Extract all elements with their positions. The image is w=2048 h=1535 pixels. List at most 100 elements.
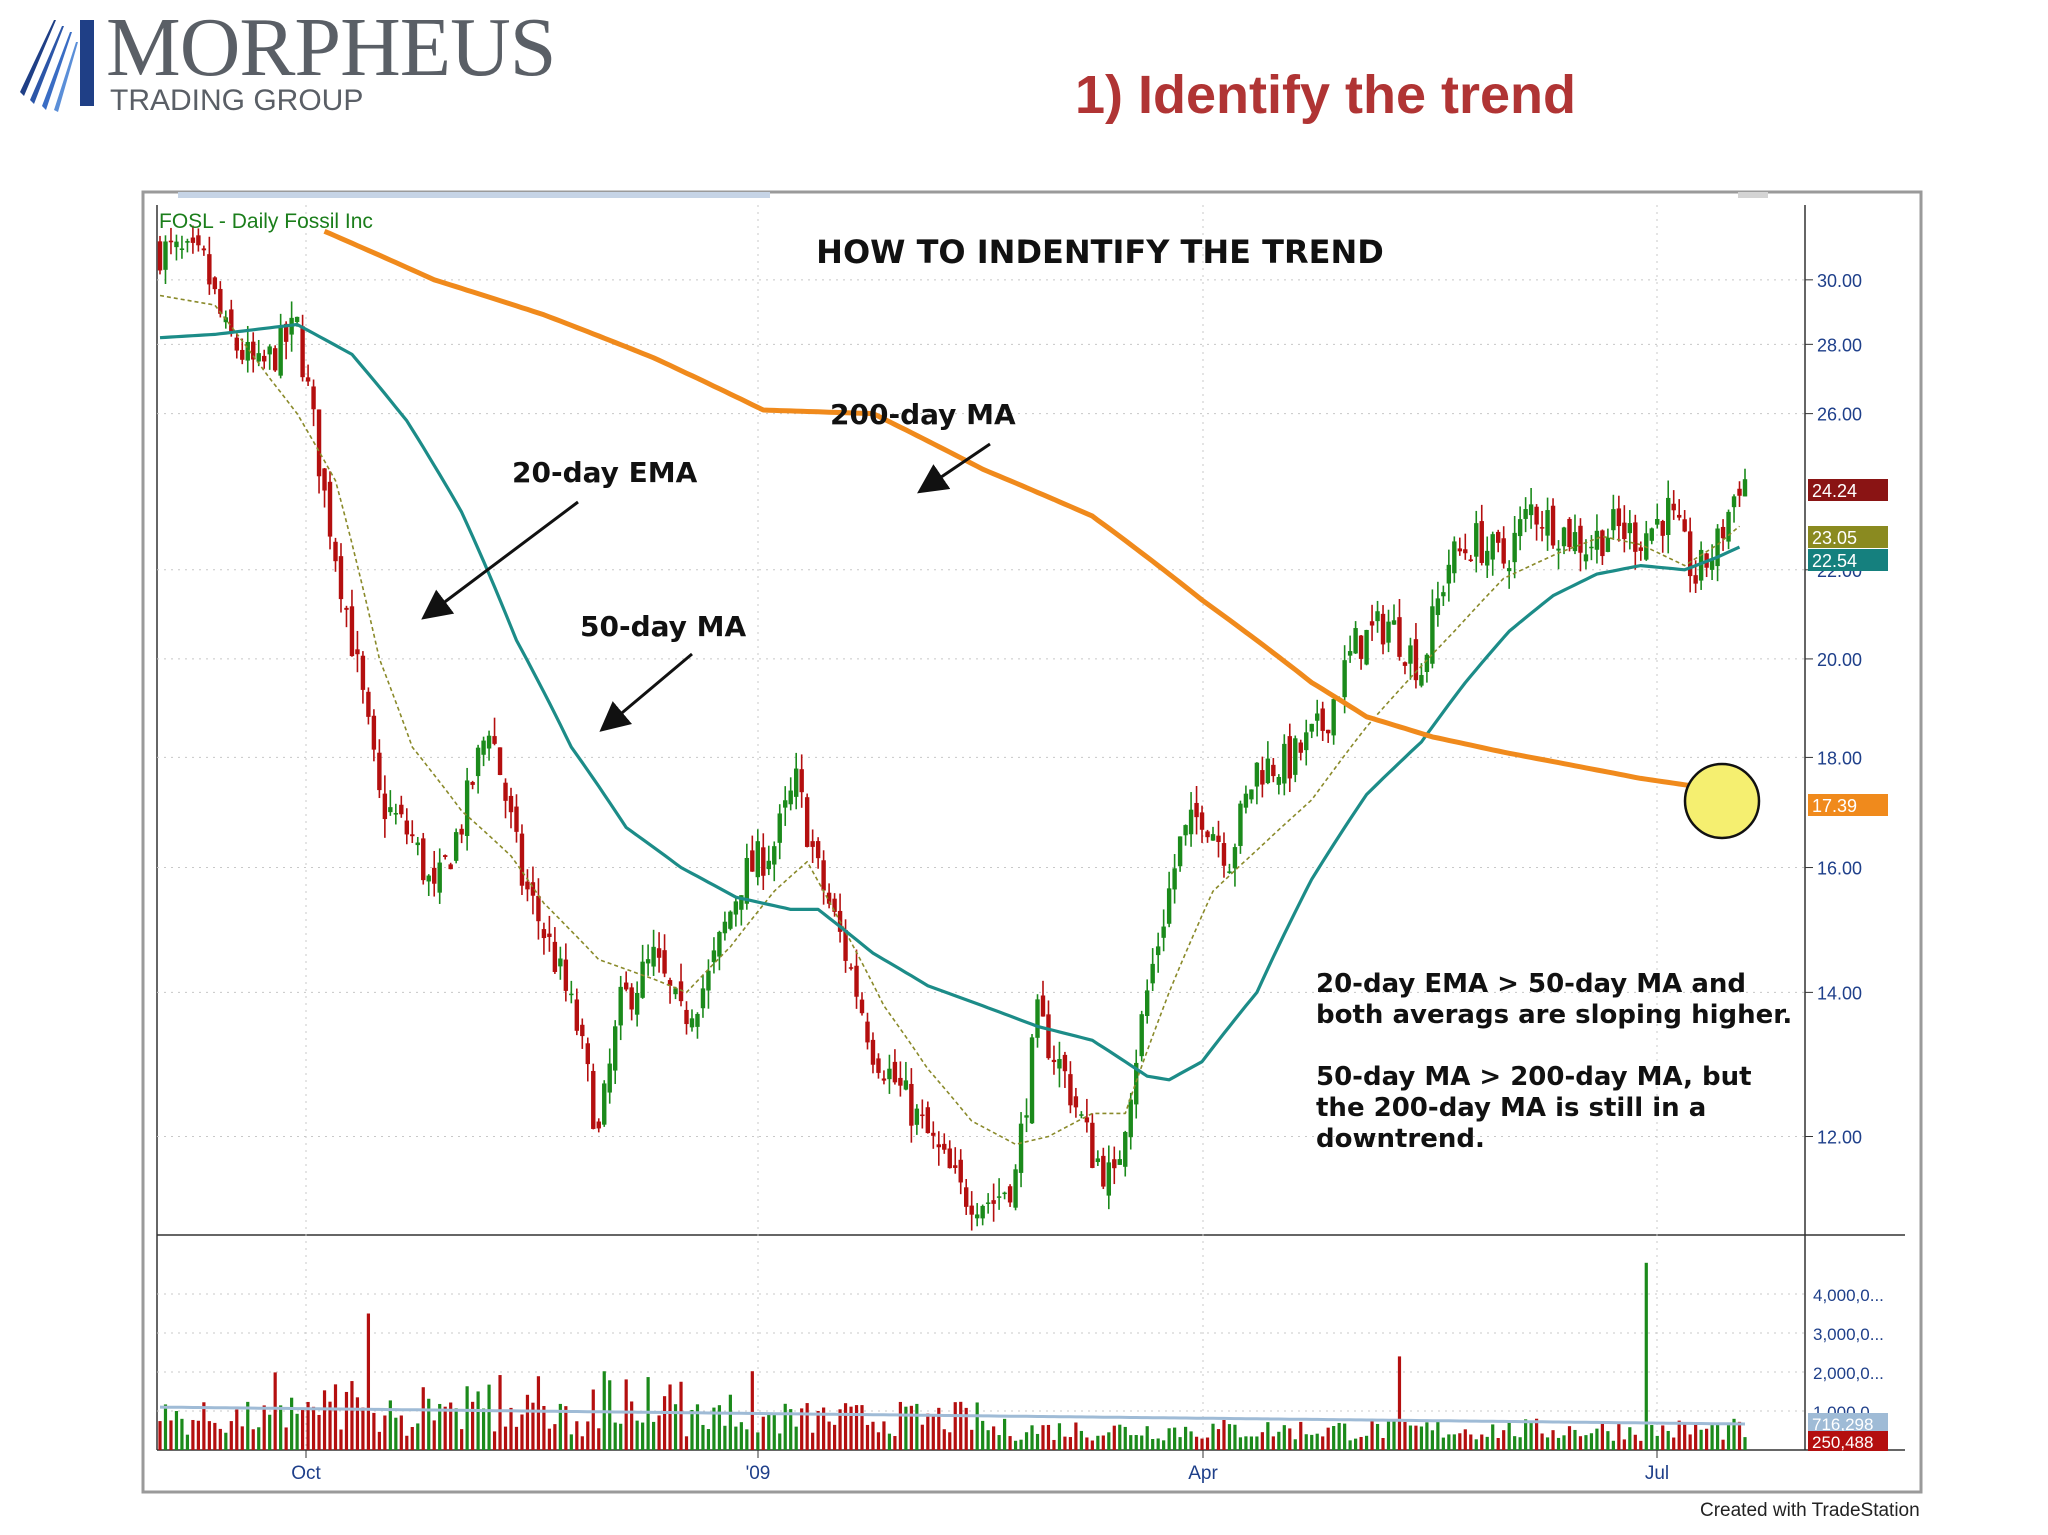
candle-body bbox=[410, 834, 415, 837]
y-tick-label: 14.00 bbox=[1817, 983, 1862, 1003]
y-tick-label: 30.00 bbox=[1817, 271, 1862, 291]
candle-body bbox=[245, 341, 250, 361]
candle-body bbox=[1199, 812, 1205, 830]
volume-bar bbox=[1140, 1435, 1144, 1450]
candle-body bbox=[656, 948, 662, 958]
volume-bar bbox=[783, 1403, 787, 1450]
volume-bar bbox=[822, 1407, 826, 1450]
candle-body bbox=[1287, 736, 1292, 779]
volume-bar bbox=[630, 1401, 634, 1450]
candle-body bbox=[437, 862, 442, 893]
candle-body bbox=[689, 1018, 695, 1028]
candle-body bbox=[185, 241, 190, 243]
candle-body bbox=[1567, 518, 1572, 547]
candle-body bbox=[503, 782, 508, 801]
volume-bar bbox=[503, 1426, 508, 1450]
candle-body bbox=[1155, 946, 1161, 956]
volume-bar bbox=[1375, 1423, 1380, 1450]
candle-body bbox=[1079, 1114, 1084, 1116]
volume-tag-label: 716,298 bbox=[1812, 1415, 1873, 1434]
price-tag-label: 24.24 bbox=[1812, 481, 1857, 501]
candle-body bbox=[1457, 548, 1463, 552]
volume-bar bbox=[1057, 1423, 1062, 1450]
candle-body bbox=[700, 988, 706, 1009]
volume-bar bbox=[1721, 1439, 1725, 1450]
volume-bar bbox=[734, 1426, 738, 1450]
candle-body bbox=[432, 867, 437, 884]
volume-bar bbox=[1332, 1426, 1336, 1450]
volume-bar bbox=[1173, 1427, 1177, 1450]
candle-body bbox=[1364, 629, 1369, 665]
x-tick-label: Jul bbox=[1645, 1463, 1669, 1484]
candle-body bbox=[733, 901, 739, 915]
volume-bars bbox=[158, 1262, 1747, 1450]
candle-body bbox=[207, 254, 212, 285]
volume-bar bbox=[981, 1420, 985, 1450]
volume-bar bbox=[399, 1415, 403, 1450]
candle-body bbox=[1073, 1096, 1079, 1108]
candle-body bbox=[569, 993, 574, 996]
candle-body bbox=[1687, 531, 1693, 577]
volume-bar bbox=[185, 1434, 190, 1450]
candle-body bbox=[711, 950, 717, 963]
candle-body bbox=[722, 921, 728, 934]
volume-bar bbox=[1030, 1425, 1034, 1450]
candle-body bbox=[497, 747, 503, 776]
volume-bar bbox=[366, 1313, 371, 1450]
candle-body bbox=[1249, 789, 1254, 800]
volume-bar bbox=[1194, 1436, 1199, 1450]
volume-bar bbox=[344, 1391, 349, 1450]
volume-bar bbox=[997, 1435, 1001, 1450]
volume-tick-label: 4,000,0... bbox=[1813, 1286, 1884, 1305]
volume-bar bbox=[509, 1407, 513, 1450]
candle-body bbox=[1517, 519, 1523, 537]
candle-body bbox=[1698, 549, 1704, 581]
candle-body bbox=[947, 1148, 952, 1169]
price-tag-box bbox=[1808, 479, 1888, 501]
volume-bar bbox=[701, 1424, 705, 1450]
candle-body bbox=[530, 882, 536, 896]
candle-body bbox=[1496, 531, 1501, 543]
candle-body bbox=[1397, 617, 1402, 657]
volume-bar bbox=[300, 1408, 305, 1450]
volume-bar bbox=[767, 1414, 771, 1450]
volume-bar bbox=[1611, 1440, 1615, 1450]
volume-tick-label: 3,000,0... bbox=[1813, 1325, 1884, 1344]
candle-body bbox=[1408, 645, 1413, 664]
candle-body bbox=[453, 832, 459, 861]
candle-body bbox=[196, 235, 201, 246]
volume-bar bbox=[1293, 1439, 1297, 1450]
volume-bar bbox=[1513, 1436, 1517, 1450]
volume-bar bbox=[322, 1390, 327, 1450]
volume-bar bbox=[1534, 1418, 1539, 1450]
volume-bar bbox=[953, 1402, 957, 1450]
volume-bar bbox=[800, 1408, 804, 1450]
volume-bar bbox=[1107, 1432, 1111, 1450]
candle-body bbox=[1731, 496, 1737, 508]
volume-bar bbox=[465, 1386, 469, 1450]
candle-body bbox=[761, 847, 766, 876]
volume-bar bbox=[1348, 1440, 1352, 1450]
volume-bar bbox=[854, 1405, 859, 1450]
candle-body bbox=[1183, 825, 1188, 836]
volume-bar bbox=[1370, 1420, 1374, 1450]
volume-bar bbox=[1447, 1434, 1451, 1450]
candle-body bbox=[360, 655, 366, 690]
candle-body bbox=[316, 409, 322, 477]
candle-body bbox=[1572, 532, 1578, 552]
candle-body bbox=[1369, 621, 1375, 626]
volume-bar bbox=[723, 1425, 727, 1450]
volume-bar bbox=[865, 1424, 870, 1450]
volume-bar bbox=[876, 1432, 881, 1450]
candle-body bbox=[662, 950, 667, 974]
volume-bar bbox=[383, 1415, 387, 1450]
candle-body bbox=[563, 959, 569, 991]
candle-body bbox=[1035, 999, 1040, 1038]
candle-body bbox=[958, 1159, 963, 1183]
candle-body bbox=[333, 541, 338, 562]
candle-body bbox=[1188, 809, 1194, 835]
volume-bar bbox=[564, 1406, 568, 1450]
candle-body bbox=[1177, 836, 1183, 867]
candle-body bbox=[1007, 1186, 1013, 1203]
volume-bar bbox=[284, 1427, 288, 1450]
